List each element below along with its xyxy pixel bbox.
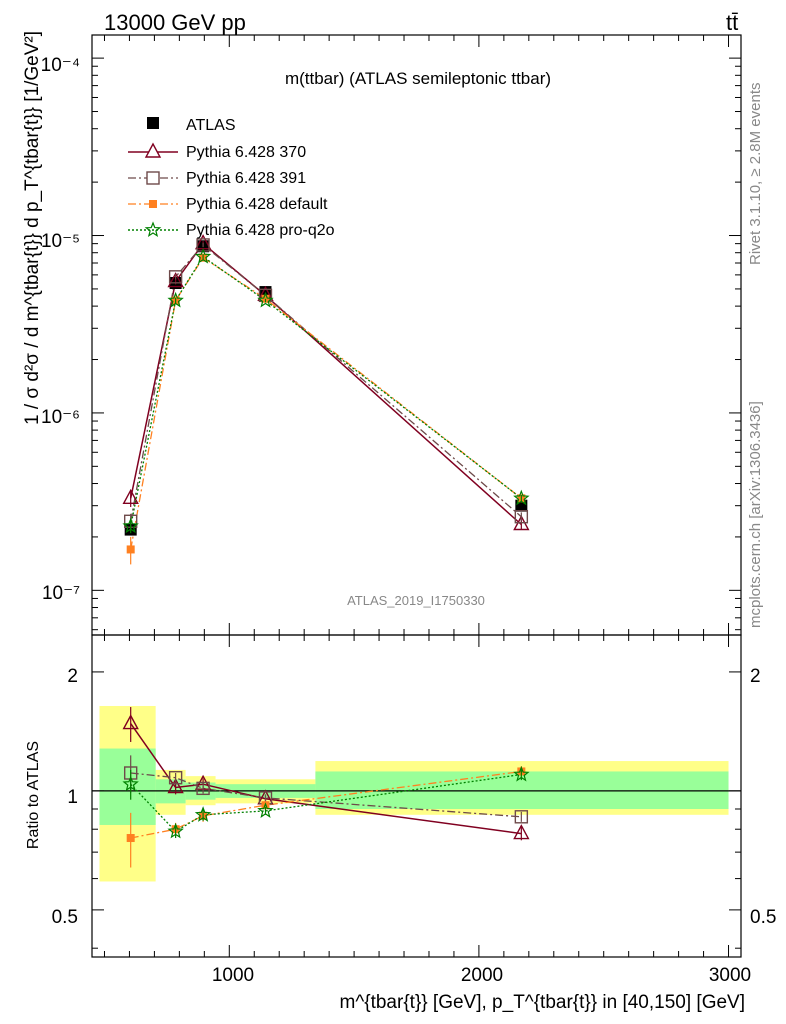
legend-label-391: Pythia 6.428 391	[186, 170, 306, 187]
main-line-pythia-6-428-391	[130, 243, 522, 522]
main-point-pythia-6-428-pro-q2o	[257, 291, 274, 308]
main-point-pythia-6-428-pro-q2o	[167, 291, 184, 308]
legend-star-shape	[144, 221, 162, 238]
main-line-pythia-6-428-default	[130, 256, 522, 550]
main-ytick-label-1e-4: 10⁻⁴	[41, 55, 80, 76]
header-process-label: 13000 GeV pp	[104, 10, 246, 35]
ratio-plot-panel: Ratio to ATLAS 2 1 0.5 2 0.5	[25, 634, 776, 958]
ratio-ytick-label-0.5: 0.5	[52, 907, 78, 928]
ratio-ytick-label-right-0.5: 0.5	[750, 907, 776, 928]
main-point-pythia-6-428-pro-q2o	[513, 489, 530, 506]
main-point-pythia-6-428-default	[126, 545, 135, 554]
ratio-point-pythia-6-428-pro-q2o	[167, 822, 184, 839]
main-point-pythia-6-428-391	[514, 510, 529, 524]
main-axis-ticks	[92, 35, 741, 635]
ratio-ytick-label-2: 2	[67, 666, 78, 687]
ratio-point-pythia-6-428-pro-q2o	[513, 765, 530, 782]
ratio-point-pythia-6-428-pro-q2o	[257, 802, 274, 818]
legend-label-pro-q2o: Pythia 6.428 pro-q2o	[186, 222, 335, 239]
legend-label-default: Pythia 6.428 default	[186, 196, 328, 213]
xtick-label-2000: 2000	[461, 965, 503, 986]
main-plot-panel: m(ttbar) (ATLAS semileptonic ttbar) ATLA…	[22, 31, 742, 636]
xtick-label-1000: 1000	[212, 965, 254, 986]
ratio-point-pythia-6-428-pro-q2o	[122, 775, 139, 792]
analysis-watermark: ATLAS_2019_I1750330	[347, 593, 485, 608]
legend-marker-pro-q2o	[144, 221, 162, 238]
legend-marker-default	[149, 200, 157, 208]
ratio-point-pythia-6-428-370	[122, 714, 139, 730]
legend-label-370: Pythia 6.428 370	[186, 144, 306, 161]
main-line-pythia-6-428-pro-q2o	[130, 255, 522, 527]
main-line-pythia-6-428-370	[129, 242, 522, 526]
x-axis-label: m^{tbar{t}} [GeV], p_T^{tbar{t}} in [40,…	[340, 992, 746, 1013]
xtick-label-3000: 3000	[709, 965, 751, 986]
ratio-point-pythia-6-428-391	[514, 810, 529, 824]
ratio-point-pythia-6-428-default	[126, 834, 135, 843]
ratio-ytick-label-right-2: 2	[750, 666, 761, 687]
main-ytick-label-1e-5: 10⁻⁵	[41, 231, 80, 252]
main-plot-title: m(ttbar) (ATLAS semileptonic ttbar)	[285, 69, 551, 88]
ratio-uncertainty-bands	[99, 705, 729, 882]
legend-marker-370	[144, 142, 162, 158]
main-y-axis-label: 1 / σ d²σ / d m^{tbar{t}} d p_T^{tbar{t}…	[22, 31, 43, 425]
main-series-lines	[129, 242, 522, 550]
ratio-point-pythia-6-428-391	[168, 770, 183, 785]
ratio-point-pythia-6-428-370	[167, 778, 184, 794]
main-point-pythia-6-428-370	[167, 272, 184, 288]
rivet-version-label: Rivet 3.1.10, ≥ 2.8M events	[747, 83, 764, 266]
ratio-point-pythia-6-428-370	[513, 824, 530, 840]
main-data-marks	[122, 234, 530, 565]
ratio-point-pythia-6-428-391	[196, 781, 210, 796]
legend: ATLAS Pythia 6.428 370 Pythia 6.428 391 …	[128, 117, 335, 239]
main-point-pythia-6-428-370	[122, 488, 139, 505]
header-final-state-label: tt̄	[726, 10, 738, 35]
main-ytick-label-1e-7: 10⁻⁷	[42, 583, 80, 604]
legend-label-atlas: ATLAS	[186, 117, 236, 134]
main-point-pythia-6-428-pro-q2o	[122, 517, 139, 534]
ratio-axis-ticks	[92, 635, 741, 957]
mcplots-credit-label: mcplots.cern.ch [arXiv:1306.3436]	[747, 401, 764, 628]
legend-marker-391	[146, 171, 160, 185]
ratio-data-marks	[122, 707, 530, 868]
main-point-pythia-6-428-pro-q2o	[194, 248, 212, 264]
ratio-plot-frame	[91, 634, 742, 958]
main-ytick-label-1e-6: 10⁻⁶	[41, 407, 80, 428]
main-point-pythia-6-428-391	[168, 270, 183, 284]
ratio-y-axis-label: Ratio to ATLAS	[25, 741, 42, 849]
ratio-point-pythia-6-428-pro-q2o	[194, 806, 212, 822]
legend-marker-atlas	[147, 117, 159, 129]
ratio-ytick-label-1: 1	[67, 787, 78, 808]
